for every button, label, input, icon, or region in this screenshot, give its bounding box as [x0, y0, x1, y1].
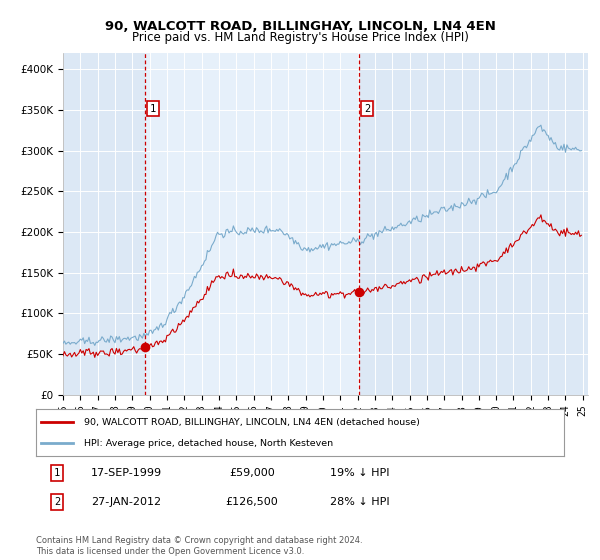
Text: 17-SEP-1999: 17-SEP-1999: [91, 468, 161, 478]
Text: 1: 1: [150, 104, 156, 114]
Text: 2: 2: [364, 104, 370, 114]
Text: Price paid vs. HM Land Registry's House Price Index (HPI): Price paid vs. HM Land Registry's House …: [131, 31, 469, 44]
Text: Contains HM Land Registry data © Crown copyright and database right 2024.
This d: Contains HM Land Registry data © Crown c…: [36, 536, 362, 556]
Text: 2: 2: [54, 497, 60, 507]
Text: £126,500: £126,500: [226, 497, 278, 507]
Text: 28% ↓ HPI: 28% ↓ HPI: [330, 497, 390, 507]
Text: 19% ↓ HPI: 19% ↓ HPI: [330, 468, 390, 478]
Text: 90, WALCOTT ROAD, BILLINGHAY, LINCOLN, LN4 4EN: 90, WALCOTT ROAD, BILLINGHAY, LINCOLN, L…: [104, 20, 496, 32]
Text: HPI: Average price, detached house, North Kesteven: HPI: Average price, detached house, Nort…: [83, 438, 332, 447]
Text: 90, WALCOTT ROAD, BILLINGHAY, LINCOLN, LN4 4EN (detached house): 90, WALCOTT ROAD, BILLINGHAY, LINCOLN, L…: [83, 418, 419, 427]
Text: 27-JAN-2012: 27-JAN-2012: [91, 497, 161, 507]
Text: £59,000: £59,000: [229, 468, 275, 478]
Bar: [145, 53, 359, 395]
Text: 1: 1: [54, 468, 60, 478]
